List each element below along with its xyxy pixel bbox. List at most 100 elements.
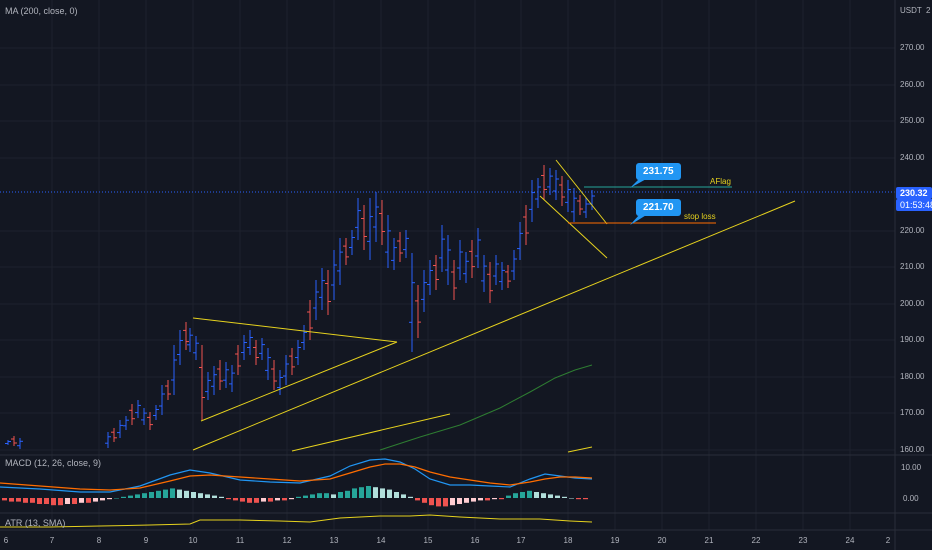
ma-indicator-label[interactable]: MA (200, close, 0) bbox=[5, 6, 78, 16]
macd-histogram-bar bbox=[142, 493, 147, 498]
price-tick: 210.00 bbox=[900, 262, 925, 271]
time-tick: 6 bbox=[3, 536, 9, 545]
macd-histogram-bar bbox=[51, 498, 56, 506]
macd-histogram-bar bbox=[303, 495, 308, 498]
macd-histogram-bar bbox=[2, 498, 7, 501]
macd-histogram-bar bbox=[555, 495, 560, 498]
macd-histogram-bar bbox=[184, 490, 189, 498]
macd-histogram-bar bbox=[394, 492, 399, 498]
macd-histogram-bar bbox=[485, 498, 490, 501]
macd-histogram-bar bbox=[401, 494, 406, 498]
time-tick: 14 bbox=[376, 536, 386, 545]
macd-histogram-bar bbox=[268, 498, 273, 502]
macd-histogram-bar bbox=[331, 494, 336, 498]
macd-histogram-bar bbox=[387, 489, 392, 498]
macd-tick: 10.00 bbox=[901, 463, 922, 472]
macd-histogram-bar bbox=[93, 498, 98, 502]
currency-label[interactable]: USDT bbox=[900, 6, 922, 15]
macd-histogram-bar bbox=[541, 493, 546, 498]
macd-histogram-bar bbox=[114, 498, 119, 499]
target-callout-pointer bbox=[630, 178, 648, 188]
macd-histogram-bar bbox=[317, 493, 322, 498]
macd-histogram-bar bbox=[37, 498, 42, 504]
macd-histogram-bar bbox=[352, 488, 357, 498]
stop-callout-pointer bbox=[630, 214, 648, 225]
time-tick: 19 bbox=[610, 536, 620, 545]
time-tick: 21 bbox=[704, 536, 714, 545]
macd-histogram-bar bbox=[198, 493, 203, 498]
price-bars bbox=[5, 165, 595, 449]
macd-histogram-bar bbox=[345, 490, 350, 498]
time-tick: 2 bbox=[885, 536, 891, 545]
macd-histogram-bar bbox=[9, 498, 14, 502]
macd-histogram-bar bbox=[338, 492, 343, 498]
atr-indicator-label[interactable]: ATR (13, SMA) bbox=[5, 518, 66, 528]
macd-histogram-bar bbox=[324, 493, 329, 498]
macd-histogram-bar bbox=[100, 498, 105, 501]
macd-histogram-bar bbox=[359, 487, 364, 498]
price-tick: 170.00 bbox=[900, 408, 925, 417]
macd-histogram-bar bbox=[520, 492, 525, 498]
time-tick: 18 bbox=[563, 536, 573, 545]
macd-histogram-bar bbox=[156, 490, 161, 498]
macd-histogram-bar bbox=[212, 495, 217, 498]
macd-histogram-bar bbox=[240, 498, 245, 502]
macd-histogram-bar bbox=[569, 498, 574, 499]
time-tick: 11 bbox=[235, 536, 245, 545]
macd-histogram-bar bbox=[366, 486, 371, 498]
price-tick: 200.00 bbox=[900, 299, 925, 308]
macd-indicator-label[interactable]: MACD (12, 26, close, 9) bbox=[5, 458, 102, 468]
target-label[interactable]: AFlag bbox=[710, 177, 731, 186]
macd-histogram-bar bbox=[506, 495, 511, 498]
stop-loss-label[interactable]: stop loss bbox=[684, 212, 716, 221]
atr-line bbox=[0, 514, 593, 528]
time-tick: 20 bbox=[657, 536, 667, 545]
macd-histogram-bar bbox=[562, 496, 567, 498]
macd-histogram-bar bbox=[79, 498, 84, 503]
macd-histogram-bar bbox=[527, 490, 532, 498]
trend-lines bbox=[192, 159, 796, 453]
macd-histogram-bar bbox=[233, 498, 238, 501]
time-tick: 15 bbox=[423, 536, 433, 545]
macd-histogram-bar bbox=[177, 489, 182, 498]
macd-histogram-bar bbox=[436, 498, 441, 507]
macd-histogram-bar bbox=[254, 498, 259, 503]
macd-histogram-bar bbox=[583, 498, 588, 500]
macd-histogram-bar bbox=[149, 492, 154, 498]
macd-histogram-bar bbox=[135, 494, 140, 498]
macd-histogram-bar bbox=[296, 496, 301, 498]
macd-histogram-bar bbox=[226, 498, 231, 500]
stop-price-callout[interactable]: 221.70 bbox=[636, 199, 681, 216]
time-tick: 7 bbox=[49, 536, 55, 545]
last-price-badge: 230.32 bbox=[896, 187, 932, 199]
macd-signal-line bbox=[0, 463, 593, 491]
macd-histogram-bar bbox=[72, 498, 77, 504]
macd-histogram-bar bbox=[191, 492, 196, 498]
macd-histogram-bar bbox=[380, 488, 385, 498]
macd-histogram-bar bbox=[86, 498, 91, 503]
macd-histogram-bar bbox=[23, 498, 28, 503]
time-tick: 17 bbox=[516, 536, 526, 545]
time-tick: 8 bbox=[96, 536, 102, 545]
macd-histogram-bar bbox=[457, 498, 462, 504]
macd-histogram-bar bbox=[422, 498, 427, 503]
time-tick: 22 bbox=[751, 536, 761, 545]
macd-histogram-bar bbox=[128, 495, 133, 498]
macd-histogram-bar bbox=[282, 498, 287, 501]
price-tick: 270.00 bbox=[900, 43, 925, 52]
price-tick: 250.00 bbox=[900, 116, 925, 125]
macd-histogram-bar bbox=[219, 496, 224, 498]
macd-histogram-bar bbox=[247, 498, 252, 503]
time-tick: 16 bbox=[470, 536, 480, 545]
macd-histogram-bar bbox=[44, 498, 49, 504]
price-tick: 190.00 bbox=[900, 335, 925, 344]
macd-histogram-bar bbox=[471, 498, 476, 502]
price-tick: 220.00 bbox=[900, 226, 925, 235]
macd-tick: 0.00 bbox=[903, 494, 919, 503]
macd-histogram-bar bbox=[121, 496, 126, 498]
target-price-callout[interactable]: 231.75 bbox=[636, 163, 681, 180]
price-tick: 160.00 bbox=[900, 445, 925, 454]
countdown-badge: 01:53:48 bbox=[896, 199, 932, 211]
macd-histogram-bar bbox=[289, 498, 294, 500]
